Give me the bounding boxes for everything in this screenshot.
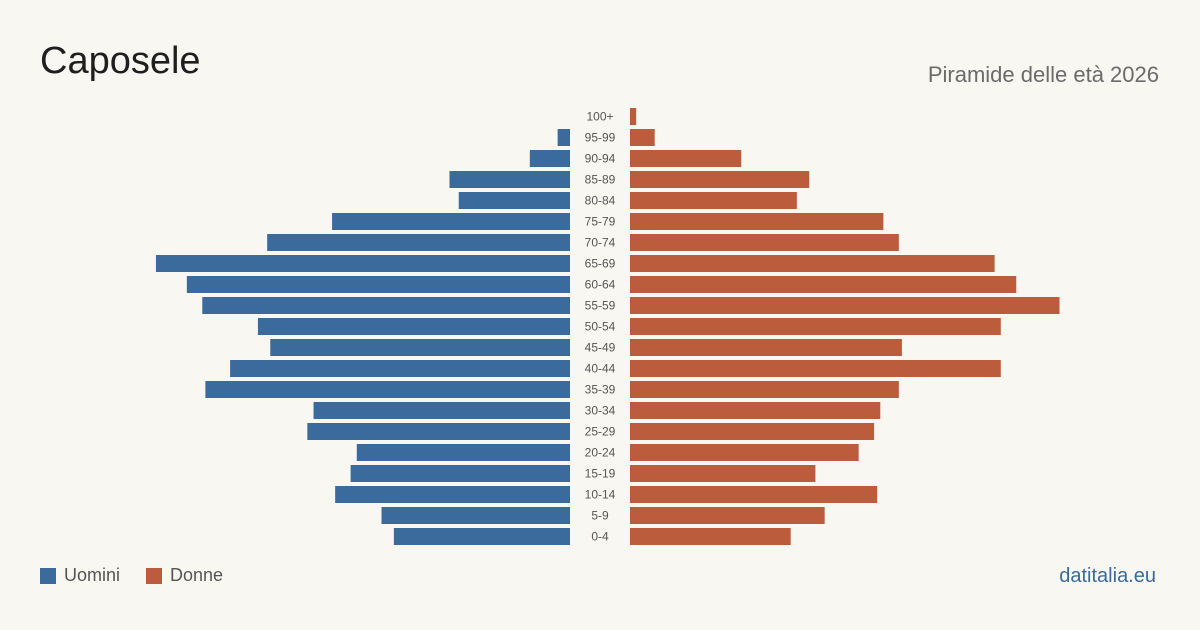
bar-men-85-89 — [449, 171, 570, 188]
age-label-30-34: 30-34 — [585, 404, 616, 418]
age-label-15-19: 15-19 — [585, 467, 616, 481]
age-label-50-54: 50-54 — [585, 320, 616, 334]
bar-women-40-44 — [630, 360, 1001, 377]
bar-men-0-4 — [393, 528, 570, 545]
bar-women-70-74 — [630, 234, 899, 251]
bar-women-10-14 — [630, 486, 878, 503]
age-label-85-89: 85-89 — [585, 173, 616, 187]
bar-men-45-49 — [270, 339, 570, 356]
bar-women-100+ — [630, 108, 637, 125]
bar-women-30-34 — [630, 402, 881, 419]
bar-women-80-84 — [630, 192, 797, 209]
chart-legend: Uomini Donne — [40, 565, 249, 586]
bar-men-25-29 — [307, 423, 570, 440]
age-label-10-14: 10-14 — [585, 488, 616, 502]
age-label-95-99: 95-99 — [585, 131, 616, 145]
bar-men-30-34 — [313, 402, 570, 419]
legend-label-men: Uomini — [64, 565, 121, 585]
bar-men-90-94 — [529, 150, 570, 167]
age-label-70-74: 70-74 — [585, 236, 616, 250]
bar-women-15-19 — [630, 465, 816, 482]
age-label-40-44: 40-44 — [585, 362, 616, 376]
bar-women-65-69 — [630, 255, 995, 272]
bar-men-60-64 — [186, 276, 570, 293]
bar-men-70-74 — [267, 234, 570, 251]
age-label-45-49: 45-49 — [585, 341, 616, 355]
bar-women-0-4 — [630, 528, 791, 545]
brand-link[interactable]: datitalia.eu — [1059, 565, 1156, 587]
bar-women-60-64 — [630, 276, 1017, 293]
bar-men-55-59 — [202, 297, 571, 314]
page-title: Caposele — [40, 40, 201, 82]
age-label-75-79: 75-79 — [585, 215, 616, 229]
bar-men-95-99 — [557, 129, 570, 146]
bar-men-15-19 — [350, 465, 570, 482]
age-label-80-84: 80-84 — [585, 194, 616, 208]
bar-men-20-24 — [356, 444, 570, 461]
bar-women-85-89 — [630, 171, 810, 188]
bar-men-35-39 — [205, 381, 570, 398]
bar-women-20-24 — [630, 444, 859, 461]
bar-women-50-54 — [630, 318, 1001, 335]
bar-women-35-39 — [630, 381, 899, 398]
bar-men-40-44 — [230, 360, 570, 377]
legend-label-women: Donne — [170, 565, 224, 585]
age-label-35-39: 35-39 — [585, 383, 616, 397]
bar-men-75-79 — [332, 213, 570, 230]
bar-women-5-9 — [630, 507, 825, 524]
age-label-0-4: 0-4 — [591, 530, 609, 544]
bar-women-90-94 — [630, 150, 742, 167]
bar-men-80-84 — [458, 192, 570, 209]
legend-item-women: Donne — [146, 565, 223, 586]
age-label-60-64: 60-64 — [585, 278, 616, 292]
legend-item-men: Uomini — [40, 565, 120, 586]
age-label-55-59: 55-59 — [585, 299, 616, 313]
bar-women-55-59 — [630, 297, 1060, 314]
age-label-20-24: 20-24 — [585, 446, 616, 460]
bar-women-75-79 — [630, 213, 884, 230]
bar-men-65-69 — [155, 255, 570, 272]
age-label-100+: 100+ — [586, 110, 613, 124]
chart-subtitle: Piramide delle età 2026 — [927, 62, 1159, 87]
legend-swatch-women — [146, 567, 163, 584]
bar-men-50-54 — [257, 318, 570, 335]
age-label-65-69: 65-69 — [585, 257, 616, 271]
legend-swatch-men — [40, 567, 56, 584]
age-label-90-94: 90-94 — [585, 152, 616, 166]
bar-men-10-14 — [335, 486, 570, 503]
bar-men-5-9 — [381, 507, 570, 524]
bar-women-25-29 — [630, 423, 875, 440]
age-label-25-29: 25-29 — [585, 425, 616, 439]
bar-women-45-49 — [630, 339, 902, 356]
bar-women-95-99 — [630, 129, 655, 146]
age-label-5-9: 5-9 — [591, 509, 609, 523]
